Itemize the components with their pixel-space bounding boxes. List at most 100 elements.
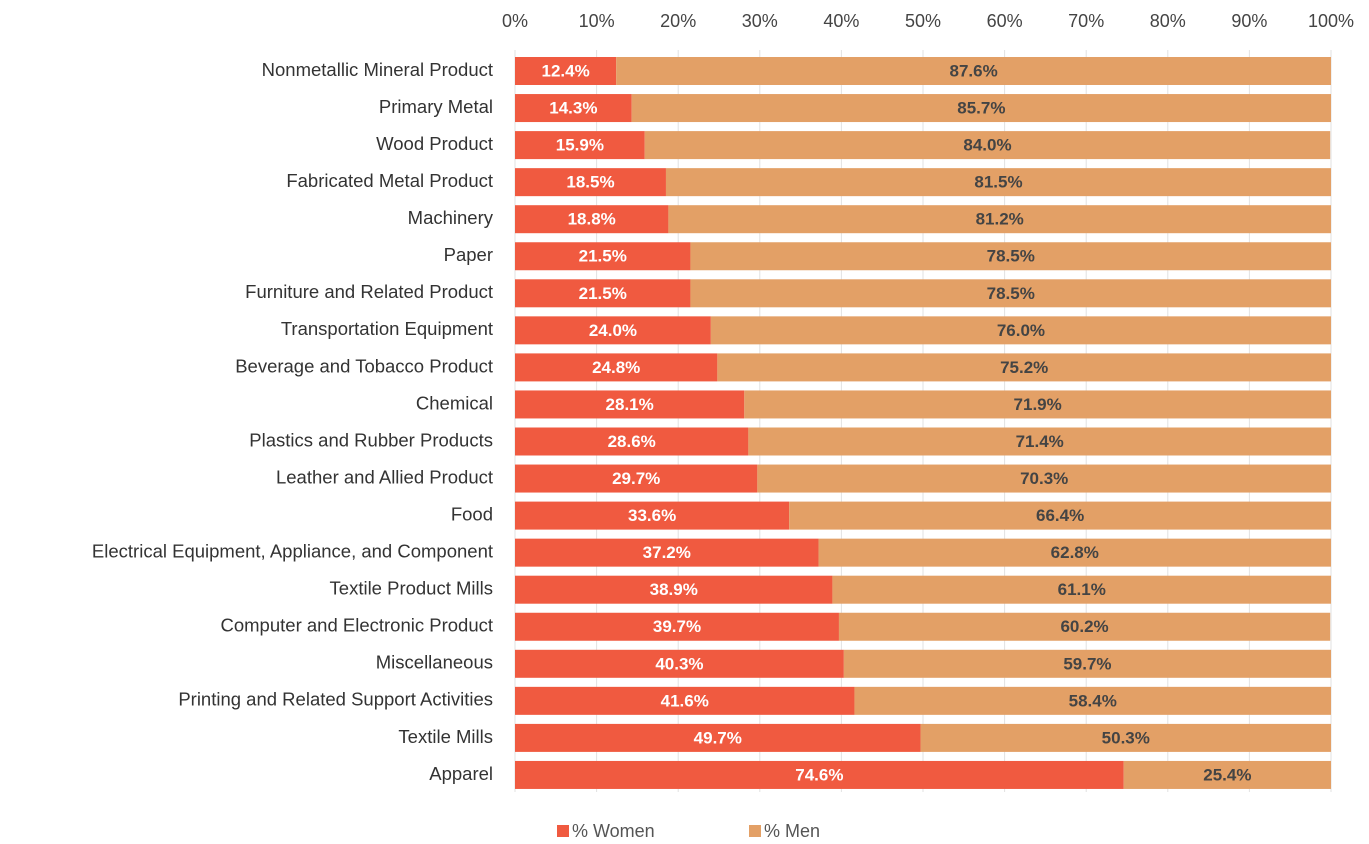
y-tick-label: Leather and Allied Product bbox=[276, 466, 493, 487]
y-tick-label: Machinery bbox=[408, 207, 494, 228]
bar-segment bbox=[515, 316, 711, 345]
bar-segment bbox=[843, 649, 1331, 678]
bar-segment bbox=[818, 538, 1331, 567]
y-tick-label: Textile Product Mills bbox=[330, 578, 493, 599]
y-tick-label: Primary Metal bbox=[379, 96, 493, 117]
legend-label: % Women bbox=[572, 821, 655, 841]
value-label: 61.1% bbox=[1058, 580, 1106, 599]
value-label: 15.9% bbox=[556, 136, 604, 155]
value-label: 24.0% bbox=[589, 321, 637, 340]
bar-segment bbox=[515, 649, 844, 678]
bar-segment bbox=[644, 131, 1331, 160]
value-label: 84.0% bbox=[963, 136, 1011, 155]
bar-segment bbox=[515, 612, 839, 641]
value-label: 71.9% bbox=[1014, 395, 1062, 414]
bar-segment bbox=[631, 94, 1331, 123]
bar-segment bbox=[757, 464, 1331, 493]
bar-segment bbox=[515, 427, 749, 456]
value-label: 40.3% bbox=[655, 654, 703, 673]
y-tick-label: Computer and Electronic Product bbox=[221, 615, 494, 636]
value-label: 18.8% bbox=[568, 210, 616, 229]
value-label: 24.8% bbox=[592, 358, 640, 377]
bar-segment bbox=[515, 464, 758, 493]
x-tick-label: 20% bbox=[660, 11, 696, 31]
value-label: 14.3% bbox=[549, 99, 597, 118]
bar-segment bbox=[744, 390, 1331, 419]
bar-segment bbox=[515, 94, 632, 123]
y-tick-label: Electrical Equipment, Appliance, and Com… bbox=[92, 541, 493, 562]
value-label: 39.7% bbox=[653, 617, 701, 636]
x-tick-label: 30% bbox=[742, 11, 778, 31]
bar-segment bbox=[710, 316, 1331, 345]
legend-swatch bbox=[749, 825, 761, 837]
value-label: 33.6% bbox=[628, 506, 676, 525]
bar-segment bbox=[515, 279, 691, 308]
y-tick-label: Transportation Equipment bbox=[281, 318, 493, 339]
value-label: 71.4% bbox=[1016, 432, 1064, 451]
value-label: 76.0% bbox=[997, 321, 1045, 340]
bar-segment bbox=[515, 242, 691, 271]
legend-label: % Men bbox=[764, 821, 820, 841]
value-label: 37.2% bbox=[643, 543, 691, 562]
bar-segment bbox=[1123, 760, 1331, 789]
value-label: 49.7% bbox=[694, 728, 742, 747]
y-tick-label: Wood Product bbox=[376, 133, 493, 154]
value-label: 28.1% bbox=[606, 395, 654, 414]
bar-segment bbox=[515, 575, 833, 604]
value-label: 25.4% bbox=[1203, 765, 1251, 784]
value-label: 28.6% bbox=[608, 432, 656, 451]
bar-segment bbox=[515, 723, 921, 752]
x-tick-label: 10% bbox=[579, 11, 615, 31]
bar-segment bbox=[515, 686, 855, 715]
bar-segment bbox=[690, 242, 1331, 271]
y-tick-label: Miscellaneous bbox=[376, 652, 493, 673]
bar-segment bbox=[748, 427, 1331, 456]
y-tick-label: Furniture and Related Product bbox=[245, 281, 493, 302]
y-tick-label: Textile Mills bbox=[398, 726, 493, 747]
value-label: 29.7% bbox=[612, 469, 660, 488]
value-label: 60.2% bbox=[1060, 617, 1108, 636]
value-label: 59.7% bbox=[1063, 654, 1111, 673]
value-label: 58.4% bbox=[1069, 691, 1117, 710]
bar-segment bbox=[854, 686, 1331, 715]
value-label: 81.2% bbox=[976, 210, 1024, 229]
bar-segment bbox=[515, 390, 745, 419]
bar-segment bbox=[717, 353, 1331, 382]
y-tick-label: Chemical bbox=[416, 392, 493, 413]
value-label: 50.3% bbox=[1102, 728, 1150, 747]
y-tick-label: Apparel bbox=[429, 763, 493, 784]
y-tick-label: Beverage and Tobacco Product bbox=[235, 355, 493, 376]
bar-segment bbox=[832, 575, 1331, 604]
bar-segment bbox=[515, 760, 1124, 789]
bar-segment bbox=[690, 279, 1331, 308]
x-tick-label: 0% bbox=[502, 11, 528, 31]
value-label: 78.5% bbox=[987, 247, 1035, 266]
x-tick-label: 80% bbox=[1150, 11, 1186, 31]
x-tick-label: 60% bbox=[987, 11, 1023, 31]
x-tick-label: 70% bbox=[1068, 11, 1104, 31]
bar-segment bbox=[515, 501, 790, 530]
bar-segment bbox=[515, 205, 669, 234]
y-tick-label: Food bbox=[451, 503, 493, 524]
bar-segment bbox=[665, 168, 1331, 197]
x-tick-label: 100% bbox=[1308, 11, 1354, 31]
x-tick-label: 90% bbox=[1231, 11, 1267, 31]
value-label: 38.9% bbox=[650, 580, 698, 599]
bar-segment bbox=[616, 57, 1331, 85]
bar-segment bbox=[515, 538, 819, 567]
value-label: 81.5% bbox=[974, 173, 1022, 192]
value-label: 87.6% bbox=[949, 61, 997, 80]
value-label: 18.5% bbox=[566, 173, 614, 192]
value-label: 41.6% bbox=[661, 691, 709, 710]
bar-segment bbox=[838, 612, 1331, 641]
bar-segment bbox=[920, 723, 1331, 752]
value-label: 21.5% bbox=[579, 247, 627, 266]
value-label: 66.4% bbox=[1036, 506, 1084, 525]
value-label: 12.4% bbox=[541, 61, 589, 80]
y-tick-label: Plastics and Rubber Products bbox=[249, 429, 493, 450]
value-label: 70.3% bbox=[1020, 469, 1068, 488]
y-tick-label: Nonmetallic Mineral Product bbox=[262, 59, 493, 80]
value-label: 78.5% bbox=[987, 284, 1035, 303]
bar-segment bbox=[789, 501, 1331, 530]
